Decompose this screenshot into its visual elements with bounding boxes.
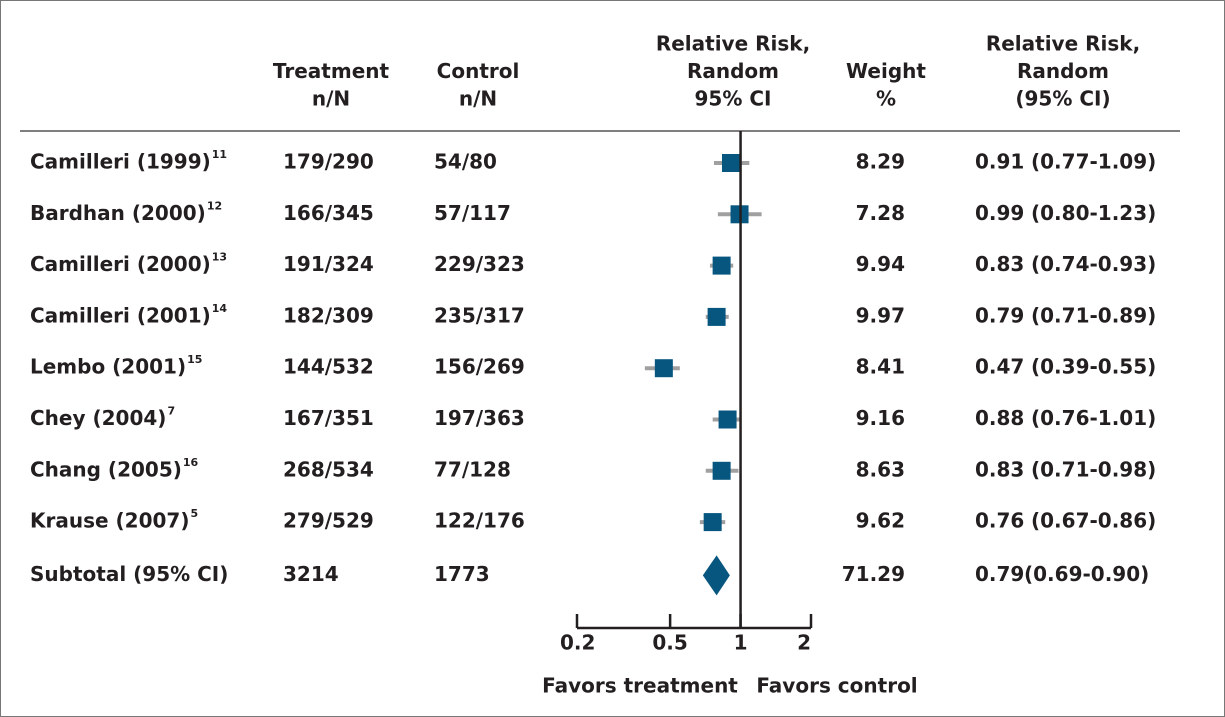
reference-number: 11 xyxy=(212,148,227,161)
treatment-count: 182/309 xyxy=(283,303,374,327)
x-tick-label: 0.2 xyxy=(560,631,595,655)
treatment-count: 179/290 xyxy=(283,150,374,174)
column-header: Weight xyxy=(846,59,926,83)
reference-number: 7 xyxy=(167,405,175,418)
study-name: Camilleri (2000) xyxy=(30,252,211,276)
study-name: Camilleri (1999) xyxy=(30,150,211,174)
subtotal-ci: (0.69-0.90) xyxy=(1024,562,1149,586)
reference-number: 15 xyxy=(187,353,202,366)
column-header: Control xyxy=(437,59,520,83)
control-count: 197/363 xyxy=(434,406,525,430)
point-estimate xyxy=(703,513,722,532)
control-count: 229/323 xyxy=(434,252,525,276)
point-estimate xyxy=(721,154,740,172)
x-tick-label: 2 xyxy=(797,631,811,655)
column-header: 95% CI xyxy=(695,87,772,111)
estimate: 0.76 xyxy=(975,509,1024,533)
confidence-interval: (0.71-0.98) xyxy=(1031,457,1156,481)
point-estimate xyxy=(712,256,731,275)
confidence-interval: (0.77-1.09) xyxy=(1031,150,1156,174)
confidence-interval: (0.80-1.23) xyxy=(1031,201,1156,225)
study-name: Krause (2007) xyxy=(30,509,189,533)
confidence-interval: (0.74-0.93) xyxy=(1031,252,1156,276)
column-header: Random xyxy=(1017,59,1109,83)
control-count: 54/80 xyxy=(434,150,497,174)
confidence-interval: (0.71-0.89) xyxy=(1031,303,1156,327)
treatment-count: 191/324 xyxy=(283,252,374,276)
control-count: 235/317 xyxy=(434,303,525,327)
confidence-interval: (0.76-1.01) xyxy=(1031,406,1156,430)
subtotal-weight: 71.29 xyxy=(842,562,905,586)
x-label-left: Favors treatment xyxy=(542,674,738,698)
x-label-right: Favors control xyxy=(756,674,917,698)
control-count: 156/269 xyxy=(434,355,525,379)
estimate: 0.47 xyxy=(975,355,1024,379)
reference-number: 5 xyxy=(190,507,198,520)
study-name: Lembo (2001) xyxy=(30,355,186,379)
estimate: 0.83 xyxy=(975,457,1024,481)
control-total: 1773 xyxy=(434,562,490,586)
column-header: Random xyxy=(687,59,779,83)
estimate: 0.79 xyxy=(975,303,1024,327)
subtotal-estimate: 0.79 xyxy=(975,562,1024,586)
subtotal-label: Subtotal (95% CI) xyxy=(30,562,228,586)
treatment-count: 167/351 xyxy=(283,406,374,430)
column-header: n/N xyxy=(312,87,350,111)
weight: 9.62 xyxy=(856,509,905,533)
control-count: 77/128 xyxy=(434,457,511,481)
treatment-count: 144/532 xyxy=(283,355,374,379)
weight: 8.41 xyxy=(856,355,905,379)
estimate: 0.91 xyxy=(975,150,1024,174)
control-count: 57/117 xyxy=(434,201,511,225)
column-header: Treatment xyxy=(273,59,390,83)
study-name: Bardhan (2000) xyxy=(30,201,206,225)
reference-number: 14 xyxy=(212,302,228,315)
weight: 9.16 xyxy=(856,406,905,430)
pooled-estimate xyxy=(702,555,730,596)
weight: 8.63 xyxy=(856,457,905,481)
reference-number: 12 xyxy=(207,199,222,212)
treatment-count: 279/529 xyxy=(283,509,374,533)
confidence-interval: (0.39-0.55) xyxy=(1031,355,1156,379)
estimate: 0.99 xyxy=(975,201,1024,225)
study-name: Chang (2005) xyxy=(30,457,182,481)
study-name: Chey (2004) xyxy=(30,406,166,430)
x-tick-label: 1 xyxy=(734,631,748,655)
treatment-total: 3214 xyxy=(283,562,339,586)
weight: 9.94 xyxy=(856,252,905,276)
weight: 9.97 xyxy=(856,303,905,327)
point-estimate xyxy=(654,359,673,378)
estimate: 0.88 xyxy=(975,406,1024,430)
point-estimate xyxy=(718,410,737,429)
column-header: (95% CI) xyxy=(1015,87,1110,111)
column-header: Relative Risk, xyxy=(986,32,1140,56)
column-header: Relative Risk, xyxy=(656,32,810,56)
treatment-count: 166/345 xyxy=(283,201,374,225)
column-header: % xyxy=(876,87,896,111)
point-estimate xyxy=(707,307,726,326)
point-estimate xyxy=(712,461,731,480)
column-header: n/N xyxy=(459,87,497,111)
reference-number: 16 xyxy=(183,456,199,469)
control-count: 122/176 xyxy=(434,509,525,533)
study-name: Camilleri (2001) xyxy=(30,303,211,327)
x-tick-label: 0.5 xyxy=(652,631,687,655)
estimate: 0.83 xyxy=(975,252,1024,276)
weight: 8.29 xyxy=(856,150,905,174)
treatment-count: 268/534 xyxy=(283,457,374,481)
weight: 7.28 xyxy=(856,201,905,225)
reference-number: 13 xyxy=(212,251,227,264)
confidence-interval: (0.67-0.86) xyxy=(1031,509,1156,533)
